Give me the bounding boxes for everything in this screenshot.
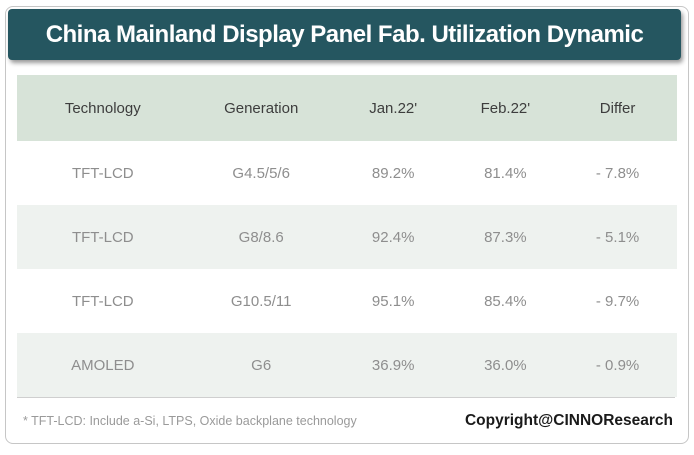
page-title: China Mainland Display Panel Fab. Utiliz…: [45, 20, 644, 48]
title-bar: China Mainland Display Panel Fab. Utiliz…: [8, 9, 681, 60]
header-cell: Differ: [599, 99, 636, 117]
table-cell: 89.2%: [371, 164, 415, 182]
table-cell: 92.4%: [371, 228, 415, 246]
table-cell: G4.5/5/6: [232, 164, 290, 182]
table-cell: TFT-LCD: [71, 228, 134, 246]
report-card: China Mainland Display Panel Fab. Utiliz…: [5, 6, 689, 444]
table-header-row: Technology Generation Jan.22' Feb.22' Differ: [17, 75, 677, 141]
footnote: * TFT-LCD: Include a-Si, LTPS, Oxide bac…: [23, 413, 357, 428]
header-cell: Feb.22': [480, 99, 531, 117]
table-cell: G10.5/11: [230, 292, 292, 310]
table-cell: TFT-LCD: [71, 164, 134, 182]
header-cell: Technology: [64, 99, 141, 117]
table-cell: - 7.8%: [595, 164, 640, 182]
table-row: TFT-LCD G8/8.6 92.4% 87.3% - 5.1%: [17, 205, 677, 269]
copyright-label: Copyright@CINNOResearch: [464, 411, 673, 429]
header-cell: Generation: [224, 99, 299, 117]
table-cell: G6: [251, 356, 272, 374]
table-cell: - 0.9%: [595, 356, 640, 374]
footer: * TFT-LCD: Include a-Si, LTPS, Oxide bac…: [17, 397, 675, 443]
table-cell: 85.4%: [484, 292, 527, 310]
header-cell: Jan.22': [369, 99, 418, 117]
table-cell: 36.0%: [484, 356, 527, 374]
table-cell: - 9.7%: [595, 292, 640, 310]
table-cell: 87.3%: [484, 228, 527, 246]
table-cell: - 5.1%: [595, 228, 640, 246]
table-body: TFT-LCD G4.5/5/6 89.2% 81.4% - 7.8% TFT-LCD G8…: [17, 141, 677, 397]
table-cell: TFT-LCD: [71, 292, 134, 310]
table-cell: 36.9%: [371, 356, 415, 374]
table-cell: 81.4%: [484, 164, 527, 182]
table-row: AMOLED G6 36.9% 36.0% - 0.9%: [17, 333, 677, 397]
table-cell: 95.1%: [371, 292, 415, 310]
table-row: TFT-LCD G4.5/5/6 89.2% 81.4% - 7.8%: [17, 141, 677, 205]
utilization-table: Technology Generation Jan.22' Feb.22' Differ…: [17, 75, 677, 397]
table-row: TFT-LCD G10.5/11 95.1% 85.4% - 9.7%: [17, 269, 677, 333]
table-cell: G8/8.6: [238, 228, 284, 246]
table-cell: AMOLED: [71, 356, 135, 374]
